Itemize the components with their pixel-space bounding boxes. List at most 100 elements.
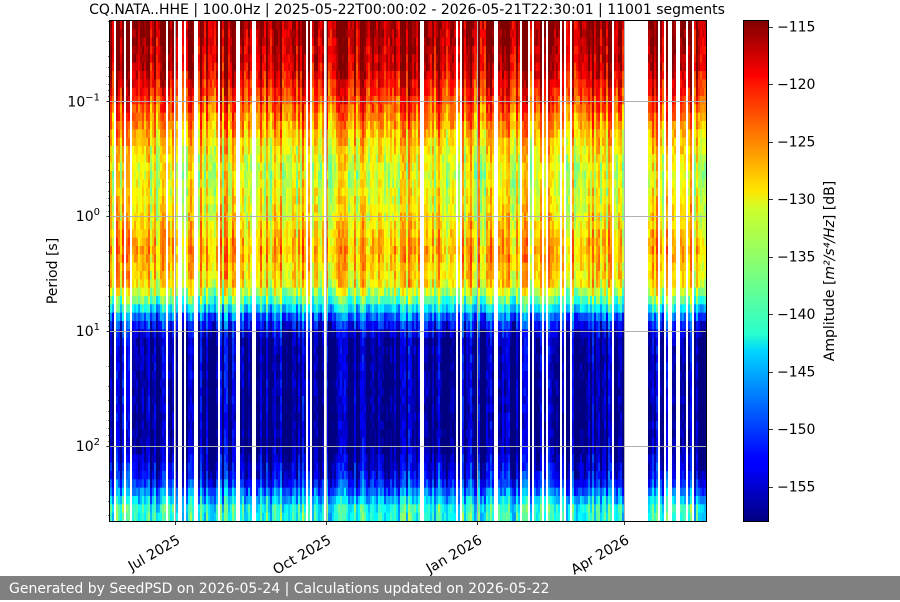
- heatmap-cell: [118, 487, 120, 497]
- heatmap-cell: [232, 329, 234, 339]
- heatmap-cell: [200, 229, 202, 239]
- heatmap-cell: [190, 312, 192, 322]
- heatmap-cell: [188, 454, 190, 464]
- heatmap-cell: [152, 271, 154, 280]
- heatmap-column: [112, 21, 114, 522]
- heatmap-cell: [190, 71, 192, 80]
- heatmap-cell: [110, 337, 112, 347]
- heatmap-cell: [258, 112, 260, 122]
- heatmap-cell: [144, 21, 146, 30]
- heatmap-cell: [142, 421, 144, 430]
- heatmap-cell: [220, 246, 222, 255]
- heatmap-cell: [258, 37, 260, 47]
- heatmap-cell: [240, 287, 242, 297]
- heatmap-cell: [132, 479, 134, 489]
- heatmap-cell: [234, 87, 236, 97]
- heatmap-cell: [274, 471, 276, 480]
- heatmap-cell: [164, 254, 166, 264]
- heatmap-cell: [162, 437, 164, 447]
- heatmap-cell: [134, 29, 136, 39]
- heatmap-cell: [168, 146, 170, 155]
- heatmap-cell: [286, 337, 288, 347]
- heatmap-cell: [118, 29, 120, 39]
- heatmap-cell: [110, 162, 112, 172]
- heatmap-cell: [228, 487, 230, 497]
- heatmap-cell: [164, 512, 166, 522]
- heatmap-cell: [172, 237, 174, 247]
- heatmap-cell: [240, 387, 242, 397]
- heatmap-cell: [198, 287, 200, 297]
- heatmap-cell: [268, 404, 270, 414]
- heatmap-cell: [144, 454, 146, 464]
- heatmap-cell: [284, 21, 286, 30]
- heatmap-cell: [172, 187, 174, 197]
- heatmap-cell: [256, 96, 258, 105]
- heatmap-cell: [234, 221, 236, 230]
- heatmap-cell: [136, 454, 138, 464]
- heatmap-cell: [206, 54, 208, 64]
- heatmap-cell: [226, 496, 228, 505]
- heatmap-cell: [202, 187, 204, 197]
- heatmap-cell: [232, 229, 234, 239]
- heatmap-cell: [126, 379, 128, 389]
- heatmap-cell: [208, 212, 210, 222]
- heatmap-cell: [136, 262, 138, 272]
- heatmap-cell: [222, 371, 224, 380]
- heatmap-cell: [208, 187, 210, 197]
- heatmap-cell: [256, 37, 258, 47]
- heatmap-cell: [110, 304, 112, 314]
- heatmap-cell: [172, 137, 174, 147]
- heatmap-cell: [234, 321, 236, 330]
- heatmap-cell: [188, 362, 190, 372]
- heatmap-cell: [192, 237, 194, 247]
- heatmap-cell: [116, 504, 118, 514]
- heatmap-cell: [292, 62, 294, 72]
- heatmap-cell: [144, 62, 146, 72]
- heatmap-cell: [168, 387, 170, 397]
- heatmap-cell: [146, 454, 148, 464]
- heatmap-cell: [284, 171, 286, 180]
- heatmap-cell: [220, 429, 222, 439]
- heatmap-cell: [230, 437, 232, 447]
- heatmap-cell: [286, 329, 288, 339]
- heatmap-cell: [132, 229, 134, 239]
- heatmap-cell: [154, 412, 156, 422]
- heatmap-cell: [202, 371, 204, 380]
- heatmap-cell: [208, 254, 210, 264]
- heatmap-cell: [216, 204, 218, 214]
- heatmap-cell: [272, 121, 274, 130]
- heatmap-cell: [150, 137, 152, 147]
- heatmap-cell: [264, 246, 266, 255]
- heatmap-cell: [158, 229, 160, 239]
- heatmap-cell: [192, 329, 194, 339]
- heatmap-cell: [122, 321, 124, 330]
- heatmap-cell: [198, 237, 200, 247]
- heatmap-cell: [154, 229, 156, 239]
- heatmap-cell: [126, 312, 128, 322]
- heatmap-cell: [132, 271, 134, 280]
- heatmap-cell: [120, 196, 122, 205]
- heatmap-cell: [294, 287, 296, 297]
- heatmap-cell: [234, 71, 236, 80]
- heatmap-cell: [170, 154, 172, 164]
- heatmap-cell: [168, 354, 170, 364]
- heatmap-cell: [208, 279, 210, 289]
- heatmap-cell: [204, 162, 206, 172]
- heatmap-cell: [250, 146, 252, 155]
- heatmap-cell: [176, 96, 178, 105]
- heatmap-cell: [290, 437, 292, 447]
- heatmap-cell: [112, 404, 114, 414]
- heatmap-cell: [188, 162, 190, 172]
- heatmap-cell: [286, 246, 288, 255]
- heatmap-cell: [118, 237, 120, 247]
- heatmap-cell: [296, 496, 298, 505]
- heatmap-column: [286, 21, 288, 522]
- heatmap-cell: [138, 87, 140, 97]
- heatmap-cell: [138, 171, 140, 180]
- heatmap-cell: [294, 421, 296, 430]
- heatmap-cell: [294, 212, 296, 222]
- heatmap-cell: [294, 112, 296, 122]
- heatmap-cell: [186, 171, 188, 180]
- heatmap-cell: [192, 312, 194, 322]
- heatmap-cell: [264, 512, 266, 522]
